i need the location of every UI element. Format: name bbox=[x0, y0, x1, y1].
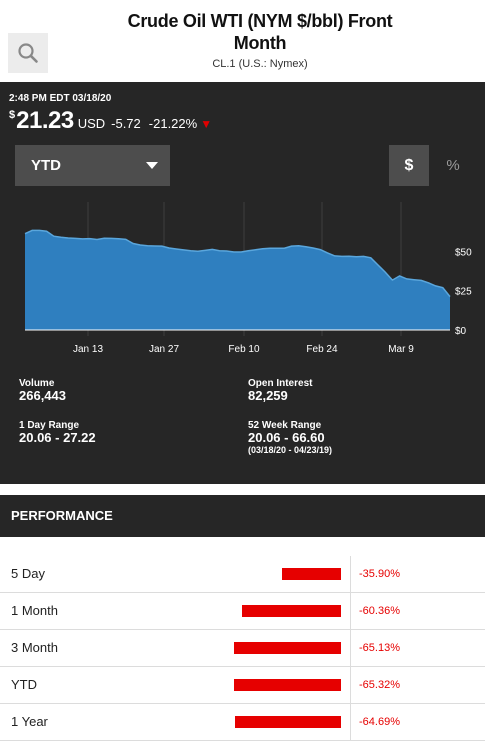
performance-label: 1 Year bbox=[11, 714, 48, 729]
range-selected-label: YTD bbox=[31, 157, 61, 174]
y-tick-label: $0 bbox=[455, 326, 467, 337]
divider bbox=[350, 704, 351, 741]
performance-table: 5 Day -35.90% 1 Month -60.36% 3 Month -6… bbox=[0, 556, 485, 741]
performance-header: PERFORMANCE bbox=[0, 495, 485, 537]
volume-stat: Volume 266,443 bbox=[19, 378, 66, 403]
divider bbox=[350, 556, 351, 593]
divider bbox=[350, 630, 351, 667]
performance-bar bbox=[282, 568, 341, 580]
open-interest-stat: Open Interest 82,259 bbox=[248, 378, 312, 403]
search-button[interactable] bbox=[8, 33, 48, 73]
x-tick-label: Feb 10 bbox=[228, 344, 260, 355]
performance-label: 1 Month bbox=[11, 603, 58, 618]
performance-row: 1 Year -64.69% bbox=[0, 704, 485, 741]
performance-label: YTD bbox=[11, 677, 37, 692]
performance-value: -65.32% bbox=[359, 679, 400, 691]
price-area bbox=[25, 230, 450, 330]
performance-value: -35.90% bbox=[359, 568, 400, 580]
volume-value: 266,443 bbox=[19, 388, 66, 403]
price-change: -5.72 bbox=[111, 116, 141, 131]
performance-bar bbox=[234, 679, 341, 691]
volume-label: Volume bbox=[19, 378, 55, 389]
instrument-subtitle: CL.1 (U.S.: Nymex) bbox=[212, 58, 308, 70]
performance-bar bbox=[234, 642, 341, 654]
price-line bbox=[24, 229, 451, 298]
price-row: $ 21.23 USD -5.72 -21.22% ▼ bbox=[9, 107, 212, 135]
page-title: Crude Oil WTI (NYM $/bbl) Front Month bbox=[127, 11, 393, 53]
dollar-toggle-button[interactable]: $ bbox=[389, 145, 429, 186]
day-range-value: 20.06 - 27.22 bbox=[19, 430, 96, 445]
performance-row: YTD -65.32% bbox=[0, 667, 485, 704]
quote-timestamp: 2:48 PM EDT 03/18/20 bbox=[9, 93, 112, 104]
week52-range-dates: (03/18/20 - 04/23/19) bbox=[248, 445, 333, 455]
divider bbox=[350, 593, 351, 630]
last-price: 21.23 bbox=[16, 107, 74, 134]
range-dropdown[interactable]: YTD bbox=[15, 145, 170, 186]
performance-row: 5 Day -35.90% bbox=[0, 556, 485, 593]
performance-value: -65.13% bbox=[359, 642, 400, 654]
divider bbox=[350, 667, 351, 704]
price-chart: $50 $25 $0 Jan 13 Jan 27 Feb 10 Feb 24 Mar 9 bbox=[24, 202, 472, 355]
x-tick-label: Feb 24 bbox=[306, 344, 338, 355]
chevron-down-icon bbox=[146, 162, 158, 169]
currency-symbol: $ bbox=[9, 109, 16, 121]
x-tick-label: Mar 9 bbox=[388, 344, 414, 355]
search-icon bbox=[18, 43, 38, 63]
week52-range-stat: 52 Week Range 20.06 - 66.60 (03/18/20 - … bbox=[248, 420, 332, 455]
performance-value: -64.69% bbox=[359, 716, 400, 728]
x-tick-label: Jan 27 bbox=[149, 344, 179, 355]
percent-toggle-button[interactable]: % bbox=[446, 157, 460, 174]
page-header: Crude Oil WTI (NYM $/bbl) Front Month CL… bbox=[0, 0, 485, 82]
day-range-label: 1 Day Range bbox=[19, 420, 80, 431]
performance-label: 5 Day bbox=[11, 566, 45, 581]
price-unit: USD bbox=[77, 116, 106, 131]
performance-row: 3 Month -65.13% bbox=[0, 630, 485, 667]
price-change-percent: -21.22% bbox=[148, 116, 198, 131]
quote-panel: 2:48 PM EDT 03/18/20 $ 21.23 USD -5.72 -… bbox=[0, 82, 485, 484]
open-interest-label: Open Interest bbox=[248, 378, 313, 389]
performance-label: 3 Month bbox=[11, 640, 58, 655]
open-interest-value: 82,259 bbox=[248, 388, 288, 403]
day-range-stat: 1 Day Range 20.06 - 27.22 bbox=[19, 420, 96, 445]
week52-range-value: 20.06 - 66.60 bbox=[248, 430, 325, 445]
x-tick-label: Jan 13 bbox=[73, 344, 103, 355]
y-tick-label: $25 bbox=[455, 287, 472, 298]
performance-value: -60.36% bbox=[359, 605, 400, 617]
performance-bar bbox=[235, 716, 341, 728]
week52-range-label: 52 Week Range bbox=[248, 420, 322, 431]
y-tick-label: $50 bbox=[455, 247, 472, 258]
performance-row: 1 Month -60.36% bbox=[0, 593, 485, 630]
performance-bar bbox=[242, 605, 341, 617]
down-triangle-icon: ▼ bbox=[200, 117, 213, 131]
